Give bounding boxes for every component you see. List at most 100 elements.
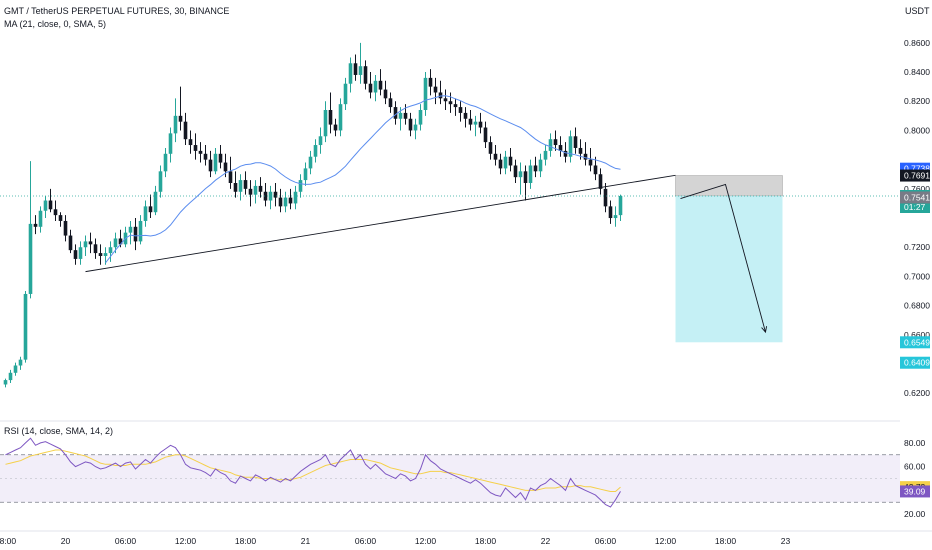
price-tick-label: 0.7600 (904, 184, 930, 194)
candle-body (128, 226, 133, 233)
candle-body (338, 104, 343, 131)
candle-body (368, 83, 373, 93)
candle-body (203, 153, 208, 160)
time-tick-label: 20 (61, 536, 71, 546)
candle-body (323, 110, 328, 137)
rsi-tick-label: 80.00 (904, 438, 926, 448)
candle-body (618, 195, 623, 216)
candle-body (213, 153, 218, 172)
candle (93, 238, 98, 259)
candle-body (93, 244, 98, 254)
candle (463, 107, 468, 128)
candle-body (493, 153, 498, 160)
price-axis[interactable]: 0.8600 0.8400 0.8200 0.8000 0.7600 0.7200 0.70… (900, 0, 932, 550)
candle (328, 92, 333, 134)
candle (53, 200, 58, 221)
rsi-line (5, 437, 621, 508)
candle-body (218, 153, 223, 163)
candle-body (303, 168, 308, 181)
price-tag-label: 0.7738 (904, 164, 930, 174)
price-tick-label: 0.7200 (904, 242, 930, 252)
price-tag-label: 0.6549 (904, 337, 930, 347)
candle-body (178, 115, 183, 122)
candle-body (298, 180, 303, 192)
candle-body (403, 112, 408, 119)
candle (588, 147, 593, 172)
candle (358, 42, 363, 84)
time-tick-label: 06:00 (115, 536, 137, 546)
rsi-indicator-label[interactable]: RSI (14, close, SMA, 14, 2) (4, 426, 114, 436)
candle (263, 183, 268, 207)
candle-body (523, 171, 528, 183)
candle (273, 183, 278, 207)
candle-body (608, 206, 613, 219)
candle-body (133, 226, 138, 242)
candle-body (518, 171, 523, 178)
candle (68, 229, 73, 254)
chart-title: GMT / TetherUS PERPETUAL FUTURES, 30, BI… (4, 6, 230, 16)
candle-body (573, 136, 578, 148)
candle (178, 86, 183, 131)
candle (393, 101, 398, 125)
candle (383, 80, 388, 105)
candle-body (548, 139, 553, 151)
candle (288, 188, 293, 210)
candle (408, 112, 413, 137)
rsi-pane (0, 420, 932, 508)
candle-body (373, 80, 378, 93)
candle-body (153, 191, 158, 213)
candle (233, 171, 238, 198)
candle (473, 115, 478, 137)
candle (388, 92, 393, 113)
candle-body (238, 180, 243, 192)
candle-body (558, 145, 563, 151)
candle-body (278, 197, 283, 207)
candle (8, 369, 13, 384)
candle-body (528, 165, 533, 183)
time-axis[interactable]: 18:00 20 06:00 12:00 18:00 21 06:00 12:00 18:00 2… (0, 530, 932, 546)
candle-body (453, 104, 458, 108)
chart-overlays (0, 95, 900, 334)
candle-body (443, 98, 448, 102)
candle (538, 153, 543, 178)
candle (373, 74, 378, 102)
candle (298, 174, 303, 198)
candle-body (38, 210, 43, 227)
candle (198, 142, 203, 163)
candle-body (313, 145, 318, 157)
candle (603, 183, 608, 213)
candle-body (83, 241, 88, 248)
candle (173, 98, 178, 143)
candle (608, 200, 613, 224)
candle (478, 112, 483, 134)
candle-body (148, 206, 153, 213)
price-tag-background (900, 336, 930, 349)
candle (23, 291, 28, 363)
candle (533, 156, 538, 178)
candle-body (498, 159, 503, 169)
candle (433, 77, 438, 105)
time-tick-label: 21 (301, 536, 311, 546)
candle-body (98, 253, 103, 256)
candle-body (553, 139, 558, 146)
rsi-tag-background (900, 485, 930, 498)
candle (513, 159, 518, 183)
ma-indicator-label[interactable]: MA (21, close, 0, SMA, 5) (4, 19, 107, 29)
candle (428, 69, 433, 96)
candle (63, 215, 68, 242)
candle-body (88, 241, 93, 245)
candle-body (513, 165, 518, 178)
time-tick-label: 06:00 (595, 536, 617, 546)
candle-body (183, 121, 188, 140)
candle-body (288, 197, 293, 204)
candle (73, 244, 78, 265)
rsi-tick-label: 60.00 (904, 462, 926, 472)
candle-body (408, 118, 413, 131)
candle-body (318, 136, 323, 146)
rsi-tag-label: 39.09 (904, 486, 926, 496)
candle (348, 57, 353, 93)
time-tick-label: 12:00 (655, 536, 677, 546)
candle-body (423, 77, 428, 110)
candle-body (248, 188, 253, 195)
